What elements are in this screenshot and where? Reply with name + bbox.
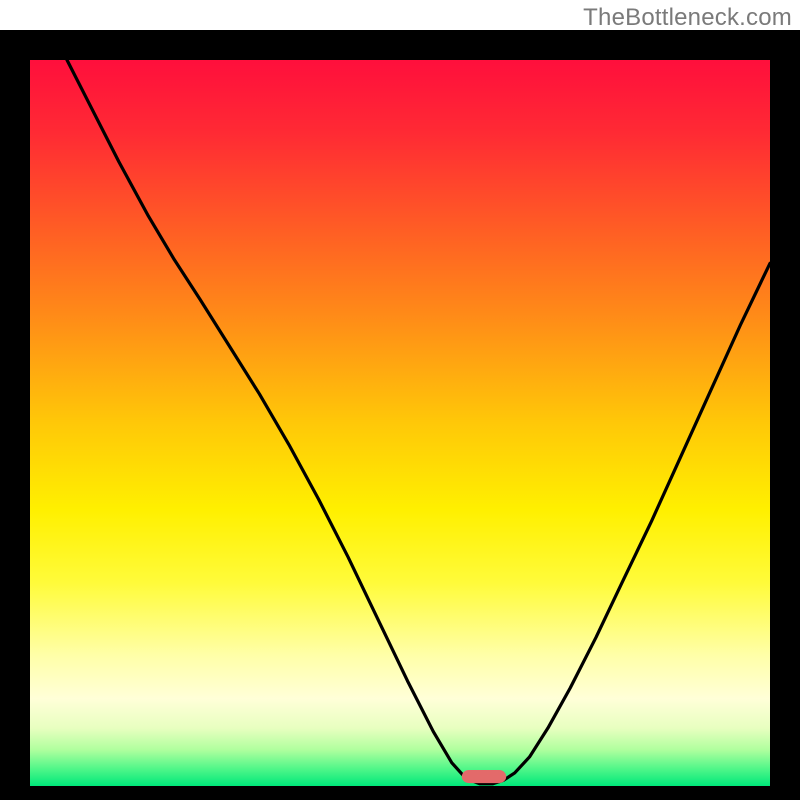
chart-frame [0, 30, 800, 800]
watermark-text: TheBottleneck.com [583, 4, 792, 32]
bottleneck-curve-chart [0, 30, 800, 800]
chart-container: TheBottleneck.com [0, 0, 800, 800]
optimal-marker [462, 770, 506, 783]
